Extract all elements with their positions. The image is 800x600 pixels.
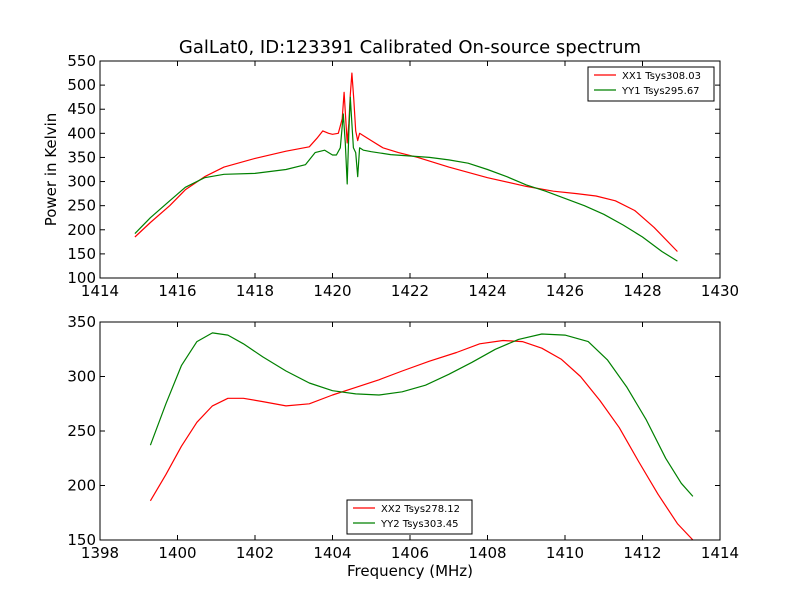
- y-tick-label: 400: [67, 124, 96, 142]
- y-tick-label: 250: [67, 197, 96, 215]
- legend-2: XX2 Tsys278.12 YY2 Tsys303.45: [346, 499, 473, 535]
- x-axis-label-2: Frequency (MHz): [347, 562, 473, 580]
- x-tick-label: 1402: [236, 544, 274, 562]
- legend-entry: XX1 Tsys308.03: [622, 71, 701, 82]
- plot-2: 1398 1400 1402 1404 1406 1408 1410 1412 1414 150 2…: [67, 313, 739, 580]
- y-tick-label: 200: [67, 221, 96, 239]
- y-tick-label: 350: [67, 313, 96, 331]
- series-line-1-1: [134, 72, 678, 252]
- x-tick-label: 1424: [468, 282, 506, 300]
- x-tick-label: 1422: [391, 282, 429, 300]
- legend-entry: XX2 Tsys278.12: [381, 504, 460, 515]
- y-tick-label: 300: [67, 173, 96, 191]
- y-tick-label: 350: [67, 148, 96, 166]
- x-tick-label: 1430: [701, 282, 739, 300]
- x-tick-label: 1428: [623, 282, 661, 300]
- x-tick-label: 1416: [158, 282, 196, 300]
- y-tick-label: 450: [67, 100, 96, 118]
- y-axis-label-1: Power in Kelvin: [42, 113, 60, 227]
- x-tick-label: 1398: [81, 544, 119, 562]
- x-tick-label: 1418: [236, 282, 274, 300]
- y-tick-label: 150: [67, 531, 96, 549]
- y-tick-label: 500: [67, 76, 96, 94]
- x-tick-label: 1414: [81, 282, 119, 300]
- y-tick-label: 250: [67, 422, 96, 440]
- legend-box: [346, 499, 473, 535]
- plot-1: 1414 1416 1418 1420 1422 1424 1426 1428 1430 100 1…: [42, 52, 739, 300]
- y-tick-label: 200: [67, 477, 96, 495]
- series-line-1-2: [134, 96, 678, 262]
- y-tick-label: 300: [67, 368, 96, 386]
- x-tick-label: 1410: [546, 544, 584, 562]
- legend-box: [587, 66, 715, 102]
- y-tick-label: 150: [67, 245, 96, 263]
- x-tick-label: 1408: [468, 544, 506, 562]
- x-tick-label: 1404: [313, 544, 351, 562]
- x-tick-label: 1406: [391, 544, 429, 562]
- x-tick-label: 1420: [313, 282, 351, 300]
- x-tick-label: 1426: [546, 282, 584, 300]
- series-line-2-2: [149, 332, 694, 497]
- legend-entry: YY1 Tsys295.67: [621, 86, 700, 97]
- y-tick-label: 550: [67, 52, 96, 70]
- x-tick-label: 1414: [701, 544, 739, 562]
- legend-entry: YY2 Tsys303.45: [380, 519, 459, 530]
- legend-1: XX1 Tsys308.03 YY1 Tsys295.67: [587, 66, 715, 102]
- figure-title: GalLat0, ID:123391 Calibrated On-source …: [179, 37, 641, 58]
- y-tick-label: 100: [67, 269, 96, 287]
- x-tick-label: 1412: [623, 544, 661, 562]
- x-tick-label: 1400: [158, 544, 196, 562]
- series-line-2-1: [149, 339, 694, 540]
